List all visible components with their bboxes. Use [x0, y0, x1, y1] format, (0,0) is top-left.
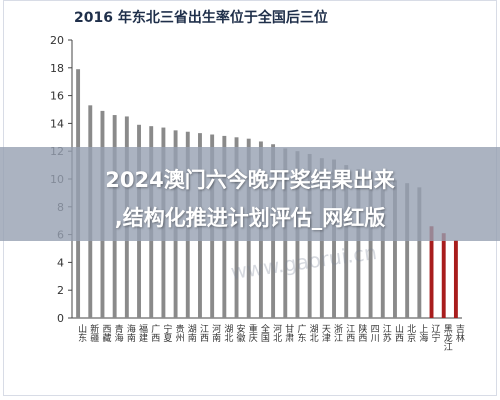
x-tick-label: 甘肃 — [283, 323, 294, 343]
x-tick-label: 山西 — [393, 324, 404, 343]
y-tick-label: 16 — [50, 90, 64, 103]
x-tick-label: 全国 — [259, 323, 270, 343]
y-tick-label: 0 — [57, 312, 64, 325]
x-tick-label: 江西 — [198, 324, 209, 343]
x-tick-label: 安徽 — [235, 323, 246, 343]
x-tick-label: 四川 — [369, 324, 380, 342]
x-tick-label: 北京 — [405, 324, 416, 343]
x-tick-label: 黑龙江 — [442, 324, 453, 352]
x-tick-label: 河南 — [210, 323, 221, 342]
x-tick-label: 江西 — [344, 324, 355, 343]
bar — [356, 169, 361, 318]
overlay-banner: 2024澳门六今晚开奖结果出来 ,结构化推进计划评估_网红版 — [0, 147, 500, 241]
x-tick-label: 浙江 — [332, 323, 343, 343]
y-tick-label: 2 — [57, 284, 64, 297]
bar — [344, 165, 349, 318]
x-tick-label: 吉林 — [454, 324, 465, 343]
x-tick-label: 贵州 — [174, 323, 185, 342]
y-tick-label: 20 — [50, 34, 64, 47]
bar — [405, 183, 410, 318]
x-tick-label: 上海 — [417, 324, 428, 343]
x-tick-label: 江苏 — [381, 324, 392, 343]
y-tick-label: 14 — [50, 117, 64, 130]
x-tick-label: 西藏 — [100, 324, 111, 343]
x-tick-label: 陕西 — [356, 323, 367, 343]
x-tick-label: 天津 — [320, 324, 331, 343]
bar — [453, 240, 458, 318]
x-tick-label: 河北 — [271, 323, 282, 343]
x-tick-label: 海南 — [125, 323, 136, 342]
chart-title: 2016 年东北三省出生率位于全国后三位 — [74, 10, 328, 26]
overlay-headline-line-2: ,结构化推进计划评估_网红版 — [114, 206, 386, 230]
bar — [380, 176, 385, 318]
x-tick-label: 辽宁 — [430, 324, 441, 342]
y-tick-label: 18 — [50, 62, 64, 75]
bar — [441, 233, 446, 318]
x-tick-label: 新疆 — [88, 323, 99, 343]
bar — [417, 187, 422, 318]
x-tick-label: 湖北 — [308, 324, 319, 343]
x-tick-label: 山东 — [76, 324, 87, 342]
bar — [429, 226, 434, 318]
bar — [393, 180, 397, 318]
x-tick-label: 湖北 — [222, 324, 233, 343]
x-tick-label: 重庆 — [247, 323, 258, 343]
x-tick-label: 广东 — [295, 323, 306, 342]
x-tick-label: 青海 — [113, 323, 124, 343]
y-tick-label: 4 — [57, 256, 64, 269]
bar — [368, 172, 373, 318]
tick-labels-layer: 02468101214161820山东新疆西藏青海海南福建广西宁夏贵州湖南江西河… — [50, 34, 464, 352]
x-tick-label: 福建 — [137, 323, 148, 343]
overlay-headline-line-1: 2024澳门六今晚开奖结果出来 — [105, 168, 395, 192]
x-tick-label: 广西 — [149, 323, 160, 343]
x-tick-label: 湖南 — [186, 324, 197, 342]
x-tick-label: 宁夏 — [161, 323, 172, 342]
